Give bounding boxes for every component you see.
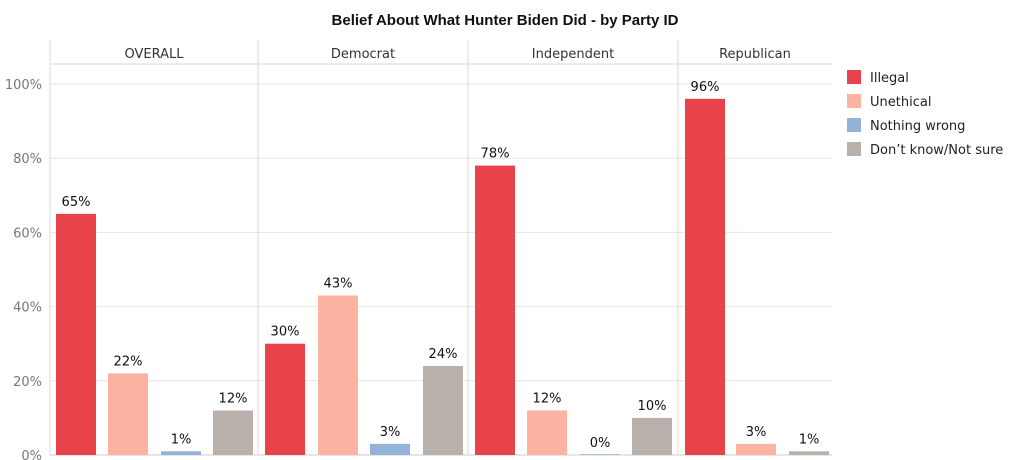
bar: [213, 410, 253, 455]
bar: [685, 98, 725, 455]
legend-swatch: [847, 118, 861, 132]
bar: [56, 213, 96, 455]
y-tick-label: 0%: [21, 449, 42, 460]
bar: [475, 165, 515, 455]
legend-swatch: [847, 94, 861, 108]
panel-header: Republican: [719, 47, 791, 62]
bar: [632, 417, 672, 455]
legend-swatch: [847, 70, 861, 84]
bar: [527, 410, 567, 455]
bar: [265, 343, 305, 455]
legend-label: Don’t know/Not sure: [870, 143, 1003, 158]
y-tick-label: 20%: [13, 375, 42, 390]
y-tick-label: 100%: [5, 78, 42, 93]
data-label: 3%: [380, 425, 401, 440]
data-label: 1%: [799, 432, 820, 447]
y-tick-label: 80%: [13, 152, 42, 167]
bar: [108, 373, 148, 455]
legend-label: Illegal: [870, 71, 909, 86]
data-label: 65%: [62, 195, 91, 210]
data-label: 43%: [324, 276, 353, 291]
data-label: 22%: [114, 354, 143, 369]
data-label: 30%: [271, 325, 300, 340]
data-label: 3%: [746, 425, 767, 440]
panel-header: Democrat: [331, 47, 395, 62]
y-tick-label: 60%: [13, 226, 42, 241]
panel-header: Independent: [532, 47, 614, 62]
data-label: 24%: [429, 347, 458, 362]
data-label: 0%: [590, 436, 611, 451]
bar: [423, 365, 463, 455]
bar: [789, 451, 829, 455]
data-label: 10%: [638, 399, 667, 414]
legend-swatch: [847, 142, 861, 156]
data-label: 12%: [533, 391, 562, 406]
legend-label: Unethical: [870, 95, 931, 110]
data-label: 96%: [691, 80, 720, 95]
data-label: 1%: [171, 432, 192, 447]
bar: [161, 451, 201, 455]
panel-header: OVERALL: [125, 47, 185, 62]
data-label: 78%: [481, 147, 510, 162]
bar: [736, 443, 776, 455]
y-tick-label: 40%: [13, 301, 42, 316]
data-label: 12%: [219, 391, 248, 406]
bar: [370, 443, 410, 455]
chart-title: Belief About What Hunter Biden Did - by …: [332, 12, 679, 29]
legend-label: Nothing wrong: [870, 119, 965, 134]
bar: [580, 454, 620, 455]
bar: [318, 295, 358, 455]
